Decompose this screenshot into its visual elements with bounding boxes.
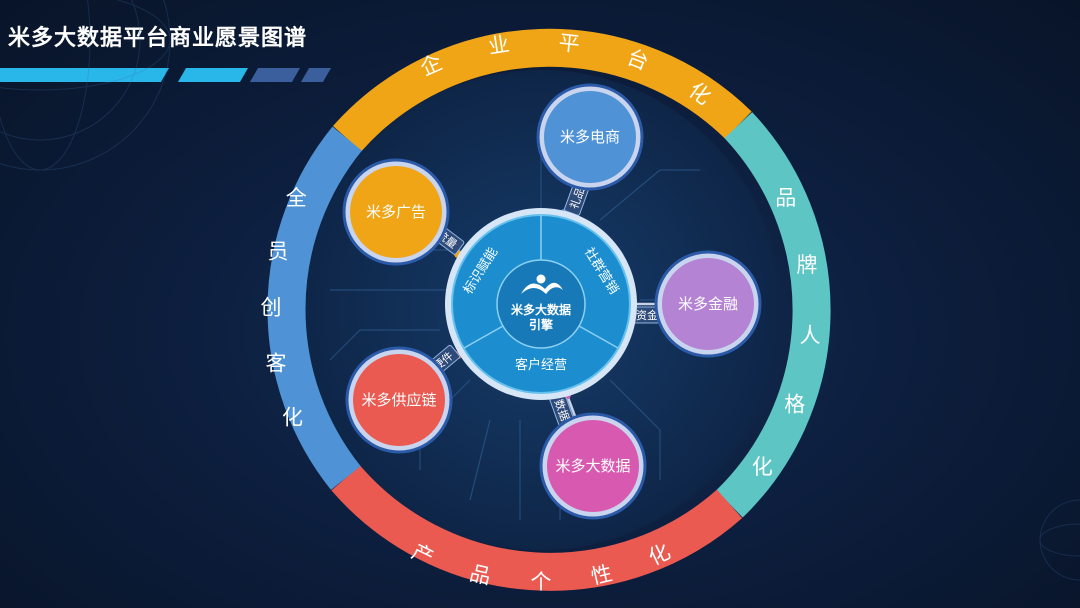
- ring-arc-bottom: [331, 465, 743, 591]
- node-ecommerce: 米多电商: [536, 83, 644, 191]
- ring-arc-right: [716, 112, 831, 518]
- node-label-ads: 米多广告: [366, 203, 426, 221]
- ring-arc-left: [267, 126, 363, 490]
- ring-char: 个: [531, 570, 552, 594]
- core-divider-left: [463, 325, 504, 349]
- core-divider-right: [578, 325, 619, 349]
- ring-char: 创: [261, 295, 282, 319]
- ring-char: 业: [487, 32, 511, 59]
- engine-logo-icon: [521, 274, 563, 294]
- node-bigdata: 米多大数据: [539, 412, 647, 520]
- core-engine: 米多大数据 引擎 标识赋能 社群营销 客户经营: [445, 208, 637, 400]
- ring-char: 品: [775, 186, 796, 210]
- core-title-line2: 引擎: [529, 317, 553, 332]
- node-label-supply: 米多供应链: [361, 391, 436, 409]
- ring-arc-top: [332, 28, 752, 152]
- core-title-line1: 米多大数据: [511, 302, 571, 317]
- ring-char: 员: [267, 239, 288, 263]
- node-ads: 米多广告: [342, 158, 450, 266]
- ring-char: 化: [752, 455, 773, 479]
- ring-char: 客: [266, 352, 287, 376]
- ring-char: 牌: [796, 253, 817, 277]
- ring-char: 格: [784, 392, 805, 416]
- ring-char: 全: [286, 186, 307, 210]
- bg-globe-decoration: [0, 0, 1080, 581]
- ring-char: 人: [800, 324, 821, 348]
- core-segment-bottom: 客户经营: [515, 357, 567, 373]
- node-label-ecommerce: 米多电商: [560, 128, 620, 146]
- outer-ring: [267, 28, 831, 591]
- node-finance: 米多金融: [654, 250, 762, 358]
- ring-char: 平: [558, 30, 581, 56]
- node-label-finance: 米多金融: [678, 295, 738, 313]
- ring-char: 化: [282, 406, 303, 430]
- page-title: 米多大数据平台商业愿景图谱: [8, 26, 308, 51]
- node-supply: 米多供应链: [345, 346, 453, 454]
- ring-char: 品: [467, 561, 493, 589]
- node-label-bigdata: 米多大数据: [555, 457, 630, 475]
- link-label-finance: 资金: [636, 308, 658, 322]
